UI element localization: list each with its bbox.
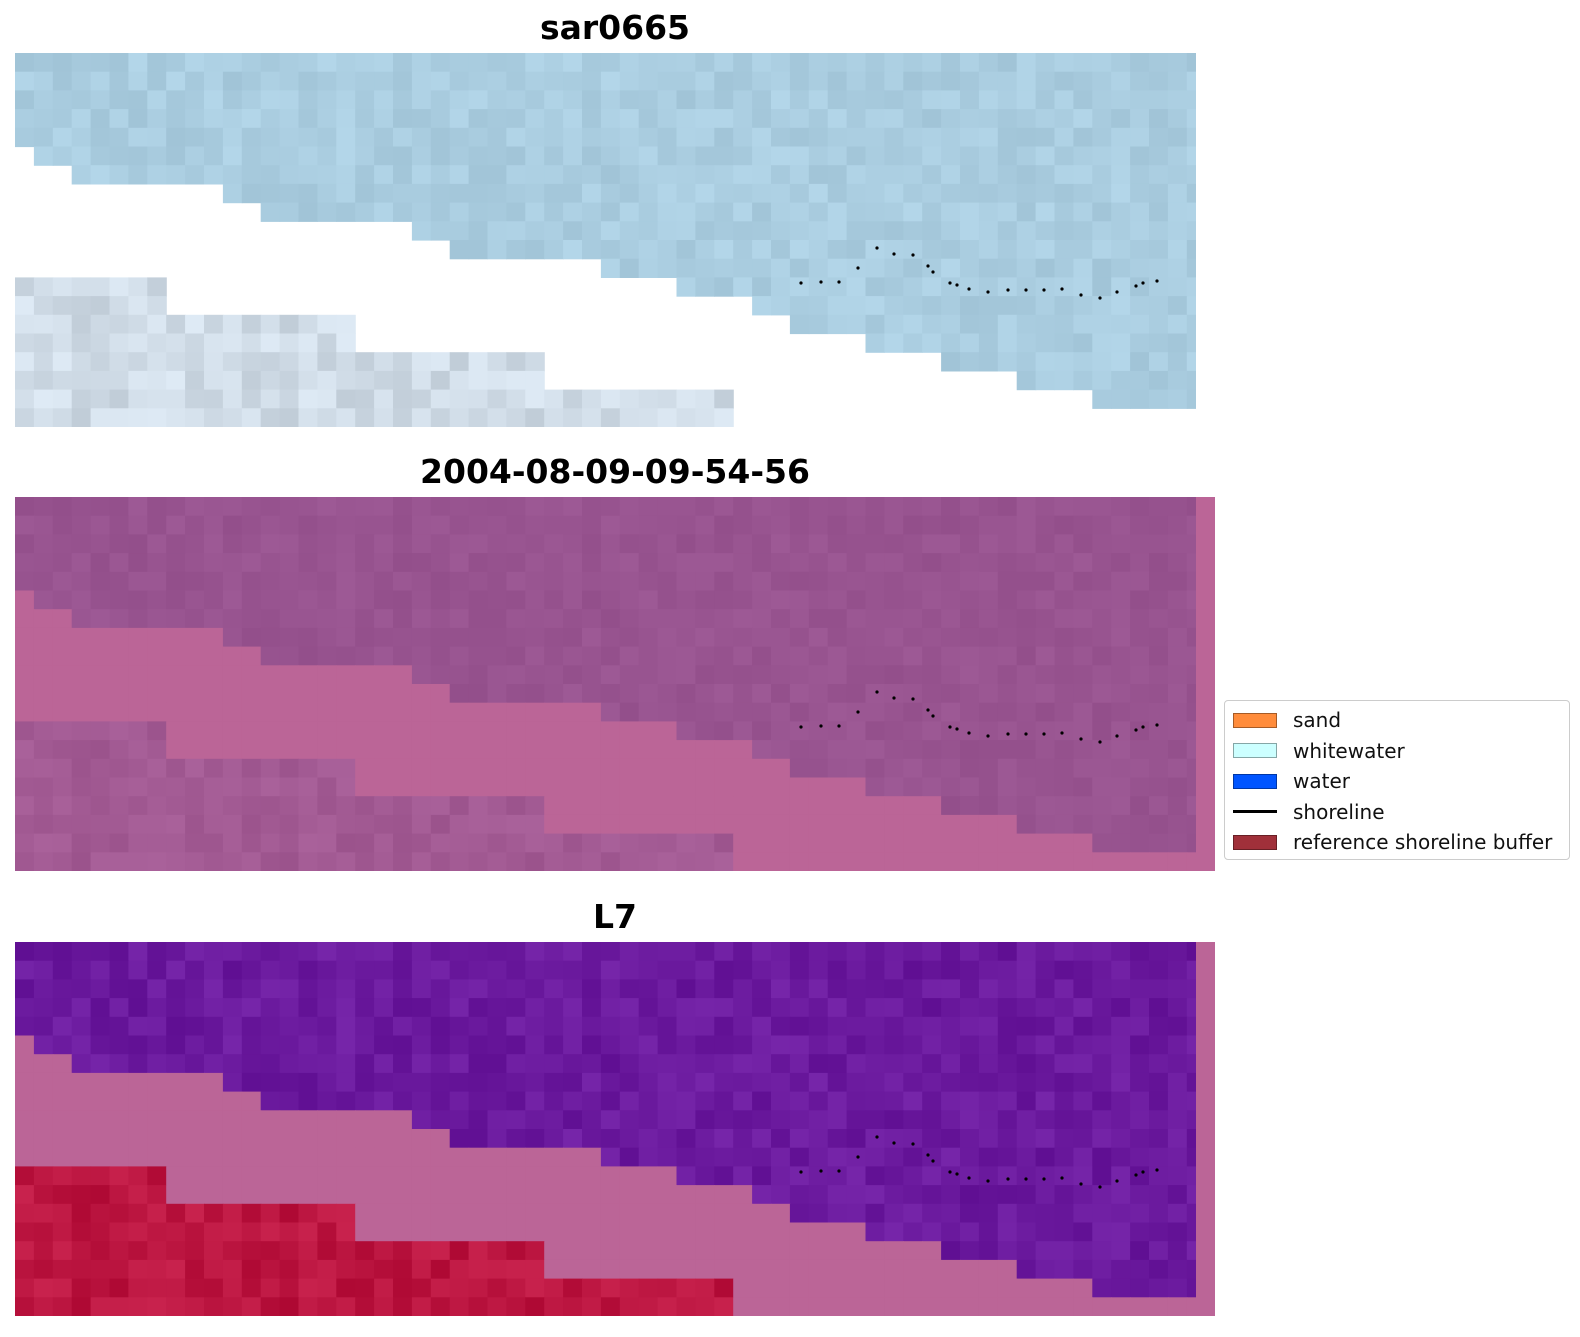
shoreline-point [1098,1185,1102,1189]
legend-label-water: water [1293,769,1350,794]
shoreline-point [1115,1179,1119,1183]
l7-image-panel [15,942,1215,1316]
shoreline-point [1098,296,1102,300]
shoreline-point [856,1155,860,1159]
shoreline-point [986,734,990,738]
shoreline-point [799,281,803,285]
panel-title-date: 2004-08-09-09-54-56 [420,452,810,491]
shoreline-point [1042,288,1046,292]
shoreline-point [799,1170,803,1174]
shoreline-point [967,731,971,735]
shoreline-point [837,1169,841,1173]
shoreline-point [1134,284,1138,288]
shoreline-point [967,287,971,291]
legend-item-shoreline: shoreline [1233,797,1561,828]
shoreline-point [1042,732,1046,736]
shoreline-point [1134,728,1138,732]
legend: sand whitewater water shoreline referenc… [1224,700,1570,860]
buffer-edge-strip [1196,942,1215,1316]
shoreline-point [955,1172,959,1176]
legend-item-water: water [1233,766,1561,797]
shoreline-point [1042,1177,1046,1181]
shoreline-point [1006,732,1010,736]
shoreline-point [1155,1168,1159,1172]
shoreline-point [1024,1177,1028,1181]
shoreline-point [837,280,841,284]
shoreline-point [926,1153,930,1157]
shoreline-point [911,253,915,257]
shoreline-point [1060,731,1064,735]
shoreline-point [819,1169,823,1173]
panel-title-sar: sar0665 [539,8,691,47]
shoreline-point [837,724,841,728]
shoreline-point [1134,1173,1138,1177]
shoreline-point [819,280,823,284]
shoreline-point [892,696,896,700]
shoreline-point [1115,290,1119,294]
shoreline-point [931,1159,935,1163]
shoreline-point [931,270,935,274]
l7-image [15,942,1215,1316]
shoreline-point [1155,279,1159,283]
shoreline-point [875,246,879,250]
shoreline-point [955,283,959,287]
legend-item-sand: sand [1233,705,1561,736]
water-swatch [1233,773,1277,789]
shoreline-point [1115,734,1119,738]
shoreline-point [948,725,952,729]
shoreline-point [1024,288,1028,292]
shoreline-point [1060,1176,1064,1180]
shoreline-point [875,690,879,694]
shoreline-line-icon [1233,804,1277,819]
sar-image-panel [15,53,1215,427]
legend-label-sand: sand [1293,708,1342,733]
shoreline-point [1141,281,1145,285]
shoreline-point [1141,1170,1145,1174]
shoreline-point [1098,740,1102,744]
shoreline-point [875,1135,879,1139]
legend-label-buffer: reference shoreline buffer [1293,830,1553,855]
legend-item-buffer: reference shoreline buffer [1233,827,1561,858]
whitewater-swatch [1233,743,1277,759]
shoreline-point [1141,725,1145,729]
shoreline-point [1079,293,1083,297]
shoreline-point [986,290,990,294]
shoreline-point [948,1170,952,1174]
shoreline-point [856,710,860,714]
shoreline-point [931,714,935,718]
shoreline-point [819,724,823,728]
shoreline-point [926,708,930,712]
shoreline-point [955,727,959,731]
shoreline-point [856,266,860,270]
shoreline-point [967,1176,971,1180]
panel-title-l7: L7 [593,897,637,936]
shoreline-point [892,1141,896,1145]
legend-item-whitewater: whitewater [1233,736,1561,767]
legend-label-shoreline: shoreline [1293,799,1385,824]
shoreline-point [1006,1177,1010,1181]
shoreline-point [948,281,952,285]
shoreline-point [799,725,803,729]
shoreline-point [926,264,930,268]
shoreline-point [892,252,896,256]
shoreline-point [1024,732,1028,736]
classification-image [15,497,1215,871]
legend-label-whitewater: whitewater [1293,738,1405,763]
shoreline-point [911,697,915,701]
shoreline-point [1079,737,1083,741]
shoreline-point [1079,1182,1083,1186]
shoreline-point [986,1179,990,1183]
buffer-edge-strip [1196,497,1215,871]
classification-panel [15,497,1215,871]
shoreline-point [1006,288,1010,292]
shoreline-point [911,1142,915,1146]
shoreline-point [1060,287,1064,291]
shoreline-point [1155,723,1159,727]
buffer-swatch [1233,834,1277,850]
sand-swatch [1233,712,1277,728]
sar-image [15,53,1196,427]
